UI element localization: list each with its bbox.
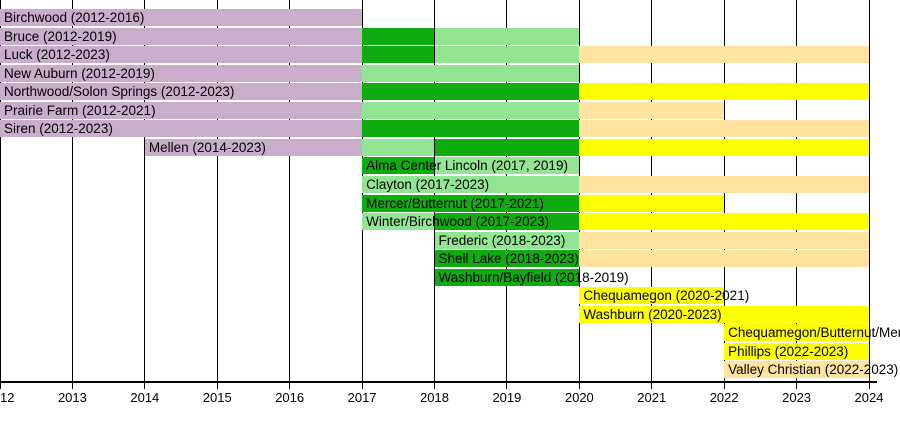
timeline-bar-segment [579,46,869,63]
timeline-bar-segment [362,213,435,230]
timeline-bar-segment [0,83,363,100]
row-label: Washburn/Bayfield (2018-2019) [438,270,629,285]
timeline-bar-segment [362,102,580,119]
axis-label-2013: 2013 [57,390,87,405]
row-label: Alma Center Lincoln (2017, 2019) [366,158,568,173]
gridline-2020 [578,0,580,389]
timeline-bar-segment [579,287,725,304]
axis-label-2016: 2016 [275,390,305,405]
timeline-bar-segment [579,120,869,137]
timeline-bar-segment [434,250,580,267]
timeline-bar-segment [362,46,435,63]
timeline-bar-segment [579,250,869,267]
row-label: Valley Christian (2022-2023) [728,362,899,377]
row-label: Mellen (2014-2023) [148,140,266,155]
axis-label-2023: 2023 [782,390,812,405]
axis-label-2014: 2014 [130,390,160,405]
row-label: Frederic (2018-2023) [438,233,566,248]
row-label: Clayton (2017-2023) [366,177,490,192]
gridline-2021 [651,0,653,389]
row-label: Siren (2012-2023) [4,121,113,136]
axis-label-2019: 2019 [492,390,522,405]
timeline-bar-segment [724,343,869,360]
timeline-bar-segment [434,46,580,63]
row-label: Winter/Birchwood (2017-2023) [366,214,550,229]
timeline-bar-segment [579,139,869,156]
timeline-bar-segment [362,83,580,100]
timeline-bar-segment [362,28,435,45]
timeline-bar-segment [362,176,580,193]
axis-label-2012: 2012 [0,390,15,405]
row-label: Shell Lake (2018-2023) [438,251,579,266]
timeline-bar-segment [362,65,580,82]
row-label: Bruce (2012-2019) [4,29,117,44]
axis-label-2021: 2021 [637,390,667,405]
axis-label-2020: 2020 [564,390,594,405]
timeline-bar-segment [144,139,363,156]
row-label: Northwood/Solon Springs (2012-2023) [4,84,235,99]
axis-label-2015: 2015 [202,390,232,405]
timeline-bar-segment [0,102,363,119]
row-label: Birchwood (2012-2016) [4,10,145,25]
gridline-2022 [723,0,725,389]
row-label: Chequamegon (2020-2021) [583,288,750,303]
row-label: Mercer/Butternut (2017-2021) [366,196,544,211]
timeline-bar-segment [579,213,869,230]
timeline-bar-segment [434,213,580,230]
timeline-bar-segment [434,157,580,174]
timeline-bar-segment [362,120,580,137]
x-axis-line [0,381,877,383]
timeline-bar-segment [434,269,580,286]
timeline-bar-segment [0,46,363,63]
axis-label-2018: 2018 [420,390,449,405]
timeline-bar-segment [0,28,363,45]
gridline-2019 [506,0,508,389]
gridline-2017 [361,0,363,389]
timeline-bar-segment [724,324,869,341]
timeline-bar-segment [362,195,580,212]
timeline-bar-segment [724,361,869,378]
gridline-2016 [289,0,291,389]
timeline-bar-segment [579,306,869,323]
gridline-2014 [144,0,146,389]
gridline-2018 [434,0,435,389]
gridline-2012 [0,0,1,389]
gridline-2023 [796,0,798,389]
timeline-bar-segment [579,102,725,119]
timeline-bar-segment [0,9,363,26]
timeline-bar-segment [0,120,363,137]
timeline-bar-segment [579,232,869,249]
timeline-bar-segment [434,139,580,156]
row-label: Chequamegon/Butternut/Mer [728,325,900,340]
row-label: New Auburn (2012-2019) [4,66,155,81]
timeline-bar-segment [434,28,580,45]
axis-label-2022: 2022 [709,390,739,405]
row-label: Washburn (2020-2023) [583,307,722,322]
timeline-bar-segment [579,176,869,193]
timeline-bar-segment [0,65,363,82]
gridline-2024 [868,0,870,389]
row-label: Luck (2012-2023) [4,47,110,62]
timeline-bar-segment [579,195,725,212]
axis-label-2024: 2024 [854,390,884,405]
gridline-2013 [71,0,73,389]
row-label: Prairie Farm (2012-2021) [4,103,156,118]
row-label: Phillips (2022-2023) [728,344,849,359]
axis-label-2017: 2017 [347,390,377,405]
timeline-bar-segment [362,139,435,156]
timeline-bar-segment [579,83,869,100]
timeline-bar-segment [362,157,435,174]
timeline-bar-segment [434,232,580,249]
gridline-2015 [216,0,218,389]
